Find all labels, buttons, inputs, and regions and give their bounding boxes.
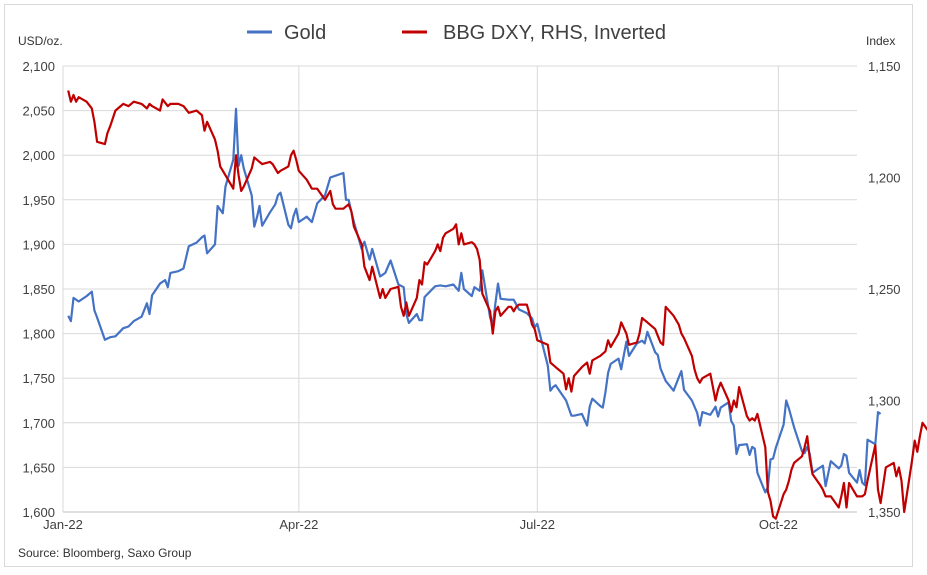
y-right-tick-label: 1,150 xyxy=(868,59,901,74)
legend-label-gold: Gold xyxy=(284,22,326,44)
x-tick-label: Jan-22 xyxy=(43,517,83,532)
y-right-tick-label: 1,200 xyxy=(868,171,901,186)
x-tick-label: Apr-22 xyxy=(279,517,318,532)
source-note: Source: Bloomberg, Saxo Group xyxy=(18,546,192,560)
y-left-tick-label: 1,750 xyxy=(22,371,55,386)
y-left-tick-label: 2,100 xyxy=(22,59,55,74)
legend-label-dxy: BBG DXY, RHS, Inverted xyxy=(443,22,666,44)
series-layer xyxy=(67,90,927,520)
y-left-tick-label: 2,050 xyxy=(22,104,55,119)
y-right-tick-label: 1,350 xyxy=(868,505,901,520)
y-right-tick-label: 1,300 xyxy=(868,394,901,409)
y-left-tick-label: 1,600 xyxy=(22,505,55,520)
legend: Gold BBG DXY, RHS, Inverted xyxy=(247,22,666,44)
left-axis-label: USD/oz. xyxy=(18,34,63,48)
y-left-tick-label: 1,700 xyxy=(22,416,55,431)
y-left-tick-label: 1,850 xyxy=(22,282,55,297)
right-axis-label: Index xyxy=(866,34,895,48)
gold-series-line xyxy=(67,107,882,494)
x-tick-label: Oct-22 xyxy=(759,517,798,532)
axis-layer: 1,600 1,650 1,700 1,750 1,800 1,850 1,900 1,950… xyxy=(22,59,900,532)
y-left-tick-label: 1,950 xyxy=(22,193,55,208)
y-left-tick-label: 1,900 xyxy=(22,237,55,252)
dxy-series-line xyxy=(67,90,927,520)
y-left-tick-label: 1,650 xyxy=(22,460,55,475)
y-right-tick-label: 1,250 xyxy=(868,282,901,297)
x-tick-label: Jul-22 xyxy=(520,517,555,532)
y-left-tick-label: 2,000 xyxy=(22,148,55,163)
y-left-tick-label: 1,800 xyxy=(22,327,55,342)
